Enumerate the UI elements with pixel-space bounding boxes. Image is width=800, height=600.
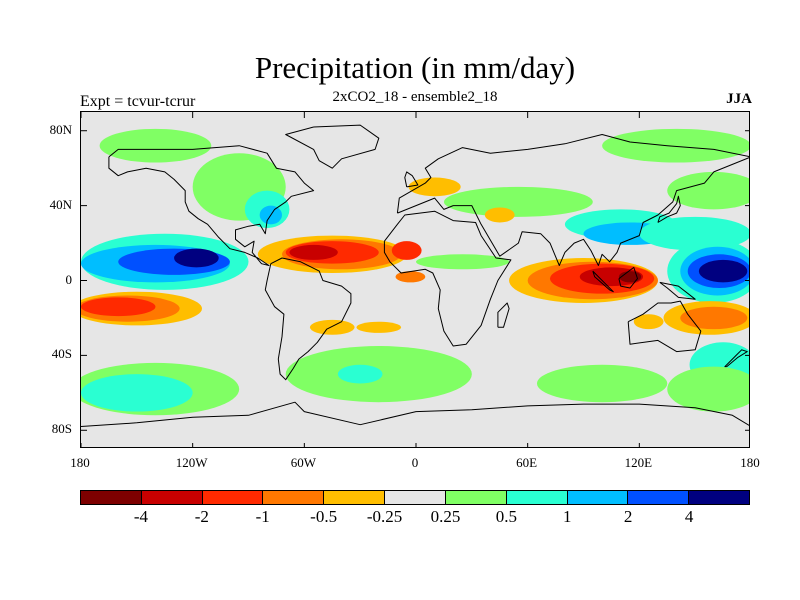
- x-tick-label: 120E: [624, 455, 653, 470]
- new-guinea-outline: [659, 281, 696, 300]
- africa-outline: [383, 210, 512, 347]
- south-america-outline: [264, 257, 352, 381]
- y-tick-label: 0: [65, 271, 73, 287]
- uk-outline: [404, 171, 419, 188]
- eurasia-outline: [396, 134, 749, 266]
- region-southern-ocean-cyan-w: [81, 374, 193, 412]
- legend-swatch: [385, 491, 446, 504]
- legend-swatch: [628, 491, 690, 504]
- legend-label: 2: [623, 507, 633, 526]
- y-tick-label: 40S: [51, 346, 72, 362]
- legend-swatch: [445, 491, 507, 504]
- region-west-africa-red: [391, 241, 422, 260]
- legend-label: 0.5: [495, 507, 517, 526]
- japan-outline: [657, 195, 681, 223]
- legend-swatch: [141, 491, 203, 504]
- region-arctic-green-band-east: [602, 128, 749, 163]
- region-southern-ocean-green-e2: [667, 366, 749, 412]
- greenland-outline: [285, 124, 380, 169]
- y-tick-label: 80S: [51, 421, 72, 437]
- region-southern-ocean-cyan-m: [337, 364, 383, 384]
- legend-swatch: [506, 491, 568, 504]
- x-tick-label: 120W: [175, 455, 208, 470]
- region-se-pacific-red: [81, 297, 156, 317]
- north-america-outline: [108, 145, 315, 266]
- x-tick-label: 0: [411, 455, 419, 470]
- legend-label: -2: [194, 507, 209, 526]
- region-europe-orange: [408, 177, 461, 197]
- madagascar-outline: [497, 302, 510, 328]
- new-zealand-outline: [724, 349, 748, 368]
- y-tick-label: 80N: [49, 121, 72, 137]
- region-pacific-itcz-core: [174, 248, 219, 268]
- region-mideast-asia-green: [443, 186, 593, 217]
- legend-label: -1: [255, 507, 270, 526]
- sumatra-outline: [592, 270, 614, 293]
- x-tick-label: 60W: [290, 455, 316, 470]
- legend-label: -4: [133, 507, 148, 526]
- x-tick-label: 180: [70, 455, 90, 470]
- map-subtitle: 2xCO2_18 - ensemble2_18: [332, 89, 498, 105]
- legend-label: -0.25: [366, 507, 403, 526]
- legend-swatch: [567, 491, 629, 504]
- legend-swatch: [689, 491, 749, 504]
- region-maritime-core: [618, 271, 642, 283]
- region-australia-orange: [633, 314, 664, 330]
- region-atlantic-itcz-core: [289, 244, 338, 260]
- map-canvas: [81, 112, 749, 447]
- legend-label: 0.25: [430, 507, 461, 526]
- precipitation-map: [80, 111, 750, 448]
- region-sw-pacific-red: [680, 306, 748, 330]
- legend-swatch: [202, 491, 264, 504]
- region-gulf-guinea-orange: [395, 271, 426, 283]
- region-arabia-orange: [484, 207, 515, 223]
- color-legend: [80, 490, 750, 505]
- x-tick-label: 180: [740, 455, 760, 470]
- region-south-atlantic-orange: [356, 321, 402, 333]
- region-southern-ocean-green-e: [536, 364, 668, 403]
- legend-swatch: [81, 491, 142, 504]
- experiment-label: Expt = tcvur-tcrur: [80, 93, 196, 110]
- region-africa-green: [416, 254, 510, 270]
- antarctica-outline: [81, 401, 749, 427]
- australia-outline: [627, 300, 702, 353]
- region-w-pacific-core: [698, 259, 748, 283]
- borneo-outline: [618, 266, 638, 289]
- map-title: Precipitation (in mm/day): [254, 50, 576, 85]
- x-tick-label: 60E: [516, 455, 538, 470]
- axis-ticks: [81, 112, 749, 447]
- y-tick-label: 40N: [49, 196, 72, 212]
- legend-label: 1: [563, 507, 572, 526]
- legend-swatch: [324, 491, 386, 504]
- legend-label: -0.5: [310, 507, 338, 526]
- legend-label: 4: [684, 507, 694, 526]
- region-north-pacific-green: [667, 171, 749, 210]
- region-south-america-orange: [309, 319, 355, 335]
- legend-swatch: [263, 491, 325, 504]
- season-label: JJA: [726, 91, 752, 107]
- region-arctic-green-band: [99, 128, 212, 163]
